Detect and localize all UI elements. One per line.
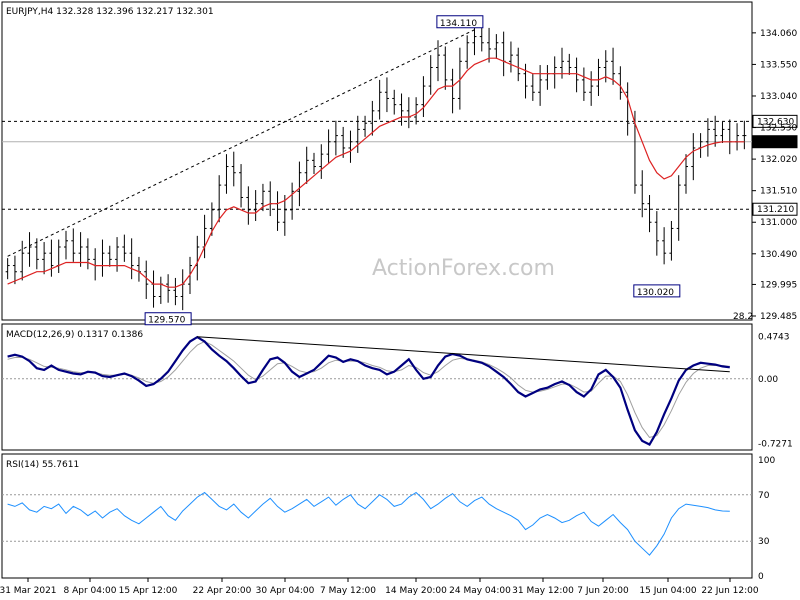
x-tick-label: 24 May 04:00 <box>449 586 511 596</box>
x-tick-label: 7 Jun 20:00 <box>577 586 629 596</box>
rsi-line-path <box>7 491 730 556</box>
x-tick-label: 31 May 12:00 <box>512 586 574 596</box>
rsi-panel-frame <box>1 453 753 579</box>
rsi-tick-label: 70 <box>758 491 770 501</box>
price-panel-frame <box>1 1 753 321</box>
rsi-tick-label: 0 <box>758 572 764 582</box>
x-tick-label: 30 Apr 04:00 <box>256 586 315 596</box>
price-tick-label: 129.995 <box>760 280 797 290</box>
x-tick-label: 8 Apr 04:00 <box>64 586 117 596</box>
price-tick-label: 133.040 <box>760 92 797 102</box>
x-tick-label: 15 Jun 04:00 <box>639 586 696 596</box>
price-tick-label: 129.485 <box>760 312 797 322</box>
rsi-title: RSI(14) 55.7611 <box>6 460 79 470</box>
macd-tick-label: -0.7271 <box>758 439 793 449</box>
rsi-y-axis: 100 70 30 0 <box>758 456 775 582</box>
rsi-line <box>7 491 730 556</box>
x-tick-label: 15 Apr 12:00 <box>119 586 178 596</box>
price-annotation-label: 129.570 <box>148 316 185 326</box>
x-tick-label: 31 Mar 2021 <box>0 586 57 596</box>
rsi-tick-label: 100 <box>758 456 775 466</box>
price-tick-label: 133.550 <box>760 60 797 70</box>
x-axis: 31 Mar 2021 8 Apr 04:00 15 Apr 12:00 22 Apr… <box>0 578 759 596</box>
macd-title: MACD(12,26,9) 0.1317 0.1386 <box>6 330 143 340</box>
price-tick-label: 132.530 <box>760 124 797 134</box>
price-annotations: 134.110 129.570 130.020 <box>144 15 681 326</box>
price-trendline-line <box>7 29 475 257</box>
x-tick-label: 22 Apr 20:00 <box>193 586 252 596</box>
price-tick-label: 131.000 <box>760 218 797 228</box>
price-tick-label: 134.060 <box>760 29 797 39</box>
price-tick-label: 131.510 <box>760 187 797 197</box>
macd-line <box>7 335 730 446</box>
rsi-tick-label: 30 <box>758 537 770 547</box>
price-trendline <box>7 29 475 257</box>
x-tick-label: 22 Jun 12:00 <box>701 586 758 596</box>
macd-lines <box>7 335 730 446</box>
x-tick-label: 14 May 20:00 <box>385 586 447 596</box>
price-level-label: 132.301 <box>757 138 794 148</box>
price-level-label: 132.630 <box>757 117 794 127</box>
price-title: EURJPY,H4 132.328 132.396 132.217 132.30… <box>6 7 214 17</box>
small-label: 28.2 <box>733 312 753 322</box>
price-ma-line <box>7 57 745 288</box>
price-annotation-label: 130.020 <box>637 288 674 298</box>
macd-panel-frame <box>1 323 753 451</box>
price-annotation-box <box>633 284 681 298</box>
price-level-label: 131.210 <box>757 205 794 215</box>
macd-trendline <box>197 336 730 373</box>
price-moving-average <box>7 57 745 288</box>
price-annotation-label: 134.110 <box>440 19 477 29</box>
watermark: ActionForex.com <box>372 256 555 281</box>
price-annotation-box <box>436 15 484 29</box>
macd-y-axis: 0.4743 0.00 -0.7271 <box>758 333 793 450</box>
rsi-gridlines <box>2 494 752 542</box>
price-tick-label: 132.020 <box>760 155 797 165</box>
macd-tick-label: 0.00 <box>758 375 778 385</box>
price-tick-label: 130.490 <box>760 250 797 260</box>
price-y-axis: 129.485 129.995 130.490 131.000 131.510 132.0… <box>752 29 797 322</box>
x-tick-label: 7 May 12:00 <box>320 586 376 596</box>
price-candles <box>5 24 747 311</box>
price-level-box <box>752 135 798 149</box>
macd-tick-label: 0.4743 <box>758 333 790 343</box>
price-level-box <box>752 114 798 128</box>
price-level-box <box>752 202 798 216</box>
price-annotation-box <box>144 312 192 326</box>
price-levels: 132.630 131.210 132.301 <box>2 114 798 216</box>
